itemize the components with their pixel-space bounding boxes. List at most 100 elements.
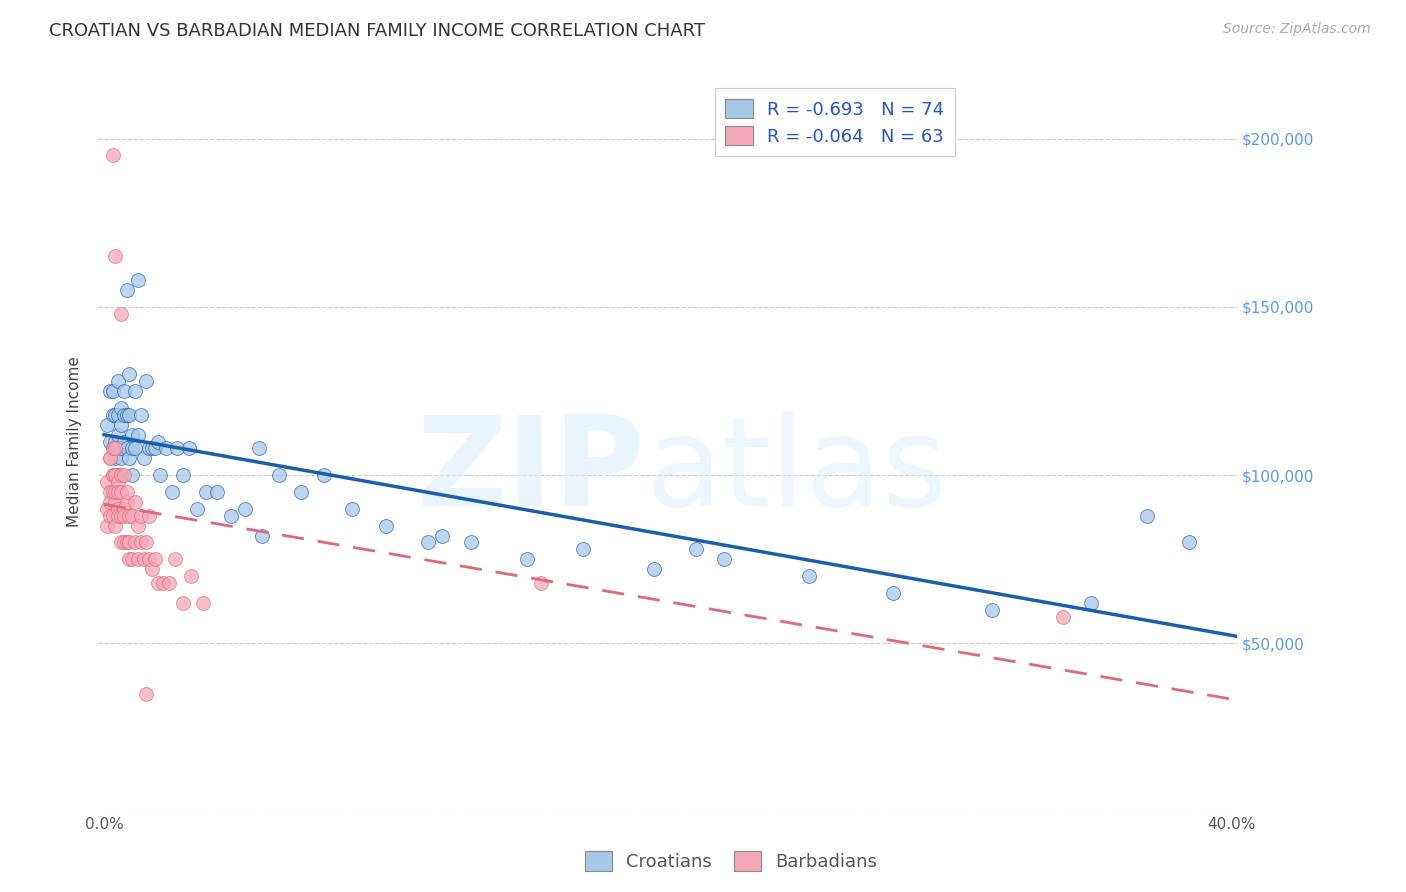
Point: [101, 442, 124, 456]
Point: [1052, 609, 1074, 624]
Point: [797, 569, 820, 583]
Point: [180, 569, 202, 583]
Point: [96, 518, 118, 533]
Point: [107, 485, 129, 500]
Point: [107, 508, 129, 523]
Point: [104, 518, 127, 533]
Point: [104, 468, 127, 483]
Point: [96, 475, 118, 489]
Point: [112, 468, 135, 483]
Point: [172, 596, 194, 610]
Point: [110, 508, 132, 523]
Point: [101, 384, 124, 398]
Point: [186, 501, 208, 516]
Point: [643, 562, 665, 576]
Point: [882, 586, 904, 600]
Point: [118, 451, 141, 466]
Point: [172, 468, 194, 483]
Point: [115, 485, 138, 500]
Point: [290, 485, 312, 500]
Point: [104, 451, 127, 466]
Point: [121, 427, 143, 442]
Point: [233, 501, 256, 516]
Point: [1080, 596, 1102, 610]
Point: [110, 485, 132, 500]
Point: [112, 384, 135, 398]
Point: [118, 508, 141, 523]
Point: [155, 442, 177, 456]
Point: [110, 307, 132, 321]
Point: [981, 603, 1004, 617]
Point: [101, 468, 124, 483]
Point: [194, 485, 217, 500]
Point: [104, 495, 127, 509]
Point: [250, 529, 273, 543]
Point: [129, 535, 152, 549]
Point: [112, 408, 135, 422]
Point: [135, 374, 157, 388]
Point: [312, 468, 335, 483]
Point: [98, 508, 121, 523]
Point: [152, 575, 174, 590]
Point: [101, 442, 124, 456]
Point: [141, 442, 163, 456]
Point: [115, 408, 138, 422]
Point: [107, 468, 129, 483]
Point: [110, 535, 132, 549]
Point: [115, 495, 138, 509]
Point: [127, 552, 149, 566]
Point: [98, 384, 121, 398]
Point: [101, 148, 124, 162]
Point: [107, 442, 129, 456]
Point: [104, 468, 127, 483]
Point: [124, 495, 146, 509]
Point: [101, 485, 124, 500]
Point: [247, 442, 270, 456]
Point: [141, 562, 163, 576]
Point: [121, 552, 143, 566]
Point: [127, 427, 149, 442]
Point: [132, 451, 155, 466]
Point: [516, 552, 538, 566]
Point: [118, 535, 141, 549]
Point: [115, 283, 138, 297]
Point: [101, 408, 124, 422]
Text: CROATIAN VS BARBADIAN MEDIAN FAMILY INCOME CORRELATION CHART: CROATIAN VS BARBADIAN MEDIAN FAMILY INCO…: [49, 22, 706, 40]
Point: [205, 485, 228, 500]
Point: [110, 468, 132, 483]
Point: [460, 535, 482, 549]
Point: [129, 408, 152, 422]
Text: atlas: atlas: [645, 410, 948, 532]
Point: [112, 434, 135, 449]
Point: [110, 442, 132, 456]
Point: [98, 495, 121, 509]
Point: [118, 552, 141, 566]
Point: [96, 501, 118, 516]
Point: [104, 408, 127, 422]
Point: [98, 451, 121, 466]
Y-axis label: Median Family Income: Median Family Income: [67, 356, 83, 527]
Point: [124, 535, 146, 549]
Point: [118, 408, 141, 422]
Point: [138, 552, 160, 566]
Point: [149, 468, 172, 483]
Text: Source: ZipAtlas.com: Source: ZipAtlas.com: [1223, 22, 1371, 37]
Point: [127, 273, 149, 287]
Point: [107, 374, 129, 388]
Point: [112, 508, 135, 523]
Point: [115, 442, 138, 456]
Point: [104, 250, 127, 264]
Point: [107, 408, 129, 422]
Point: [157, 575, 180, 590]
Point: [98, 451, 121, 466]
Point: [101, 468, 124, 483]
Point: [340, 501, 363, 516]
Point: [177, 442, 200, 456]
Point: [104, 434, 127, 449]
Point: [107, 427, 129, 442]
Point: [713, 552, 735, 566]
Point: [219, 508, 242, 523]
Point: [138, 508, 160, 523]
Point: [129, 508, 152, 523]
Point: [98, 434, 121, 449]
